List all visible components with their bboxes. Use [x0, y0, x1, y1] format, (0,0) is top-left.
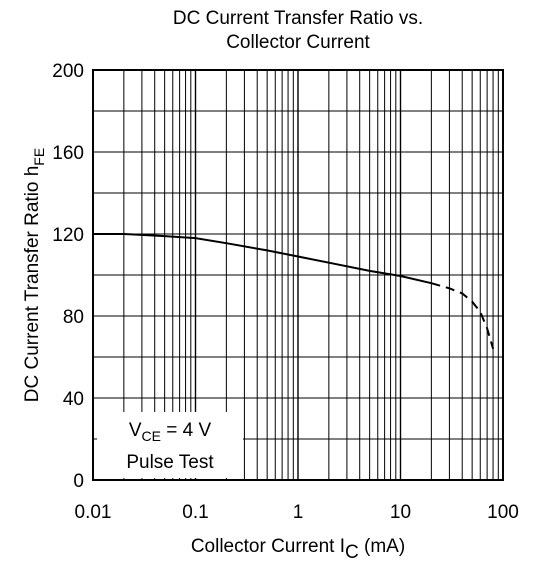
y-tick-label: 120: [52, 225, 84, 246]
y-tick-label: 160: [52, 143, 84, 164]
y-tick-label: 0: [73, 471, 84, 492]
vce-condition-label: VCE = 4 V: [129, 420, 212, 444]
hfe-curve-dashed: [431, 282, 495, 350]
y-axis-label: DC Current Transfer Ratio hFE: [22, 148, 47, 402]
hfe-curve-solid: [93, 233, 432, 285]
y-tick-label: 40: [63, 389, 84, 410]
chart-title-line2: Collector Current: [226, 32, 370, 53]
x-tick-label: 100: [487, 502, 519, 523]
chart-title-line1: DC Current Transfer Ratio vs.: [173, 8, 423, 29]
test-condition-box: VCE = 4 V Pulse Test: [97, 412, 243, 478]
curve-layer: [93, 233, 495, 350]
plot-frame: [92, 69, 504, 481]
y-tick-label: 80: [63, 307, 84, 328]
annotation-background: [97, 412, 243, 478]
y-tick-label: 200: [52, 61, 84, 82]
x-axis-label: Collector Current IC (mA): [191, 536, 405, 563]
x-tick-label: 10: [390, 502, 411, 523]
x-tick-label: 0.1: [182, 502, 208, 523]
x-tick-label: 1: [293, 502, 304, 523]
tick-labels: 0.01 0.1 1 10 100 0 40 80 120 160 200: [52, 61, 519, 523]
pulse-test-label: Pulse Test: [126, 452, 214, 473]
x-tick-label: 0.01: [75, 502, 112, 523]
